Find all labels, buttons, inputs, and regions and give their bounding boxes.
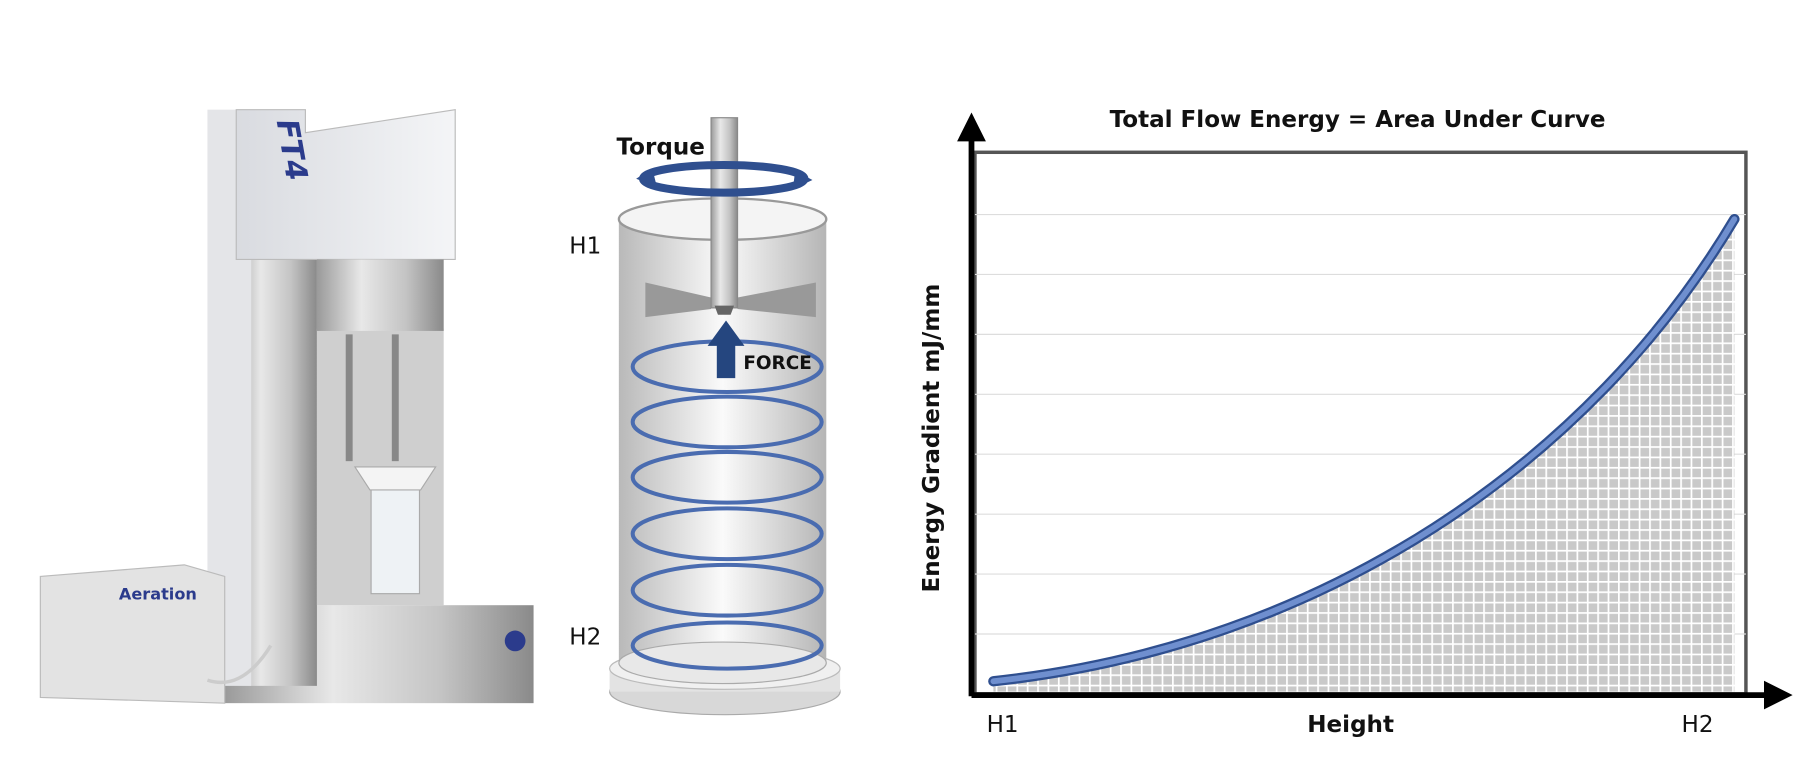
x-end-label: H2 [1682, 712, 1714, 738]
instrument: FT4 Aeration [39, 108, 534, 704]
x-start-label: H1 [987, 712, 1019, 738]
shaft-tip [714, 305, 735, 315]
vessel-diagram: Torque FORCE H1 H2 [569, 117, 841, 716]
torque-arrowhead [636, 168, 813, 190]
cylinder-bottom [618, 641, 827, 685]
shaft [710, 117, 739, 309]
rod [345, 334, 353, 462]
head-cover [235, 108, 456, 261]
curve [990, 216, 1738, 685]
energy-graph: Total Flow Energy = Area Under Curve Ene… [919, 107, 1793, 738]
cable [206, 644, 273, 685]
test-vessel [370, 483, 421, 595]
y-axis-label: Energy Gradient mJ/mm [919, 284, 945, 593]
aeration-box [39, 564, 226, 704]
accessory-label: Aeration [119, 584, 197, 603]
top-label: H1 [569, 234, 601, 260]
helix-turn [630, 449, 824, 505]
helix-turn [630, 394, 824, 450]
helix-turn [630, 620, 824, 671]
force-label: FORCE [743, 353, 812, 374]
torque-label: Torque [617, 135, 705, 161]
knob [504, 630, 526, 652]
helix-turn [630, 562, 824, 618]
x-axis-label: Height [1307, 712, 1394, 738]
area-under-curve [993, 219, 1735, 692]
head-motor [316, 259, 444, 331]
rod [391, 334, 399, 462]
bottom-label: H2 [569, 624, 601, 650]
helix-turn [630, 506, 824, 562]
helix [630, 339, 824, 671]
graph-title: Total Flow Energy = Area Under Curve [1110, 107, 1606, 133]
funnel [353, 466, 437, 491]
blade [645, 282, 816, 318]
